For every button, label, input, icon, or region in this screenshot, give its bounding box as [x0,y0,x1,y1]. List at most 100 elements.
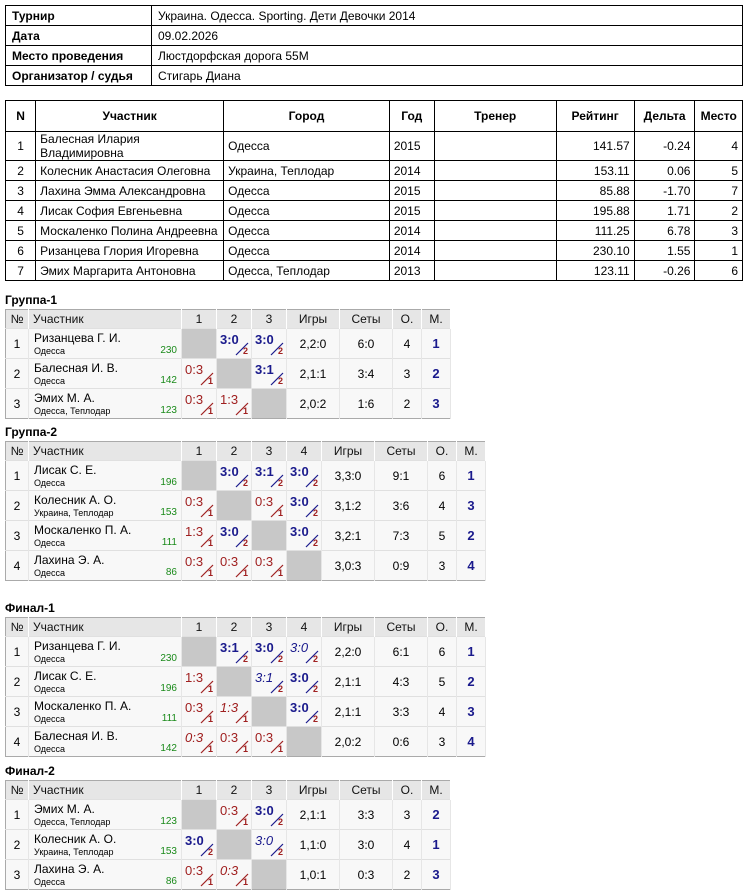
sets-value: 0:9 [374,550,428,581]
player-cell: Ризанцева Г. И. Одесса 230 [28,328,182,359]
table-cell: 6.78 [633,220,696,241]
row-number: 1 [5,460,29,491]
group-title: Группа-2 [5,425,58,439]
player-rating: 153 [160,507,177,518]
match-score-cell: 3:1 2 [251,666,287,697]
games-value: 2,1:1 [286,358,340,389]
row-number: 4 [5,550,29,581]
table-cell: 7 [4,260,37,281]
player-cell: Эмих М. А. Одесса, Теплодар 123 [28,799,182,830]
match-score: 3:1 [220,640,239,655]
table-cell: Москаленко Полина Андреевна [35,220,225,241]
match-score: 0:3 [185,392,204,407]
group-column-header: № [5,441,29,461]
table-cell: 4 [4,200,37,221]
player-city: Одесса [34,346,66,356]
table-cell: 0.06 [633,160,696,181]
player-cell: Москаленко П. А. Одесса 111 [28,520,182,551]
table-cell: Одесса, Теплодар [223,260,390,281]
points-value: 3 [427,550,457,581]
sets-value: 3:4 [339,358,393,389]
group-column-header: М. [456,617,486,637]
player-city: Одесса [34,684,66,694]
slash-mark [305,534,319,548]
player-city: Одесса, Теплодар [34,406,111,416]
points-value: 4 [392,328,422,359]
match-points: 1 [277,744,283,754]
games-value: 3,3:0 [321,460,375,491]
group-column-header: 4 [286,441,322,461]
match-score: 3:0 [185,833,204,848]
group-column-header: Сеты [339,780,393,800]
player-cell: Лахина Э. А. Одесса 86 [28,550,182,581]
match-score: 0:3 [220,730,239,745]
match-points: 2 [277,817,283,827]
slash-mark [270,680,284,694]
row-number: 3 [5,520,29,551]
player-cell: Балесная И. В. Одесса 142 [28,358,182,389]
slash-mark [235,650,249,664]
player-rating: 230 [160,345,177,356]
points-value: 3 [392,358,422,389]
points-value: 5 [427,666,457,697]
match-score: 1:3 [220,392,239,407]
points-value: 4 [427,696,457,727]
player-rating: 123 [160,816,177,827]
place-value: 3 [421,859,451,890]
player-cell: Москаленко П. А. Одесса 111 [28,696,182,727]
match-points: 2 [242,346,248,356]
match-score-cell: 0:3 1 [251,490,287,521]
table-cell: Одесса [223,240,390,261]
column-header: Тренер [433,100,557,132]
table-cell [433,260,557,281]
place-value: 1 [421,328,451,359]
match-score-cell: 0:3 1 [216,799,252,830]
place-value: 2 [456,666,486,697]
group-column-header: 1 [181,309,217,329]
match-points: 2 [207,847,213,857]
player-name: Эмих М. А. [34,391,95,405]
match-score-cell: 0:3 1 [216,859,252,890]
self-cell [216,829,252,860]
group-row: 1 Ризанцева Г. И. Одесса 230 3:0 2 3:0 2 2,2:0 6:… [5,328,451,359]
table-cell: 2013 [388,260,435,281]
match-score: 3:0 [255,803,274,818]
row-number: 3 [5,388,29,419]
column-header: Год [388,100,435,132]
slash-mark [235,710,249,724]
table-cell: 2014 [388,160,435,181]
self-cell [251,520,287,551]
player-city: Одесса, Теплодар [34,817,111,827]
table-cell: 6 [694,260,743,281]
match-score-cell: 3:0 2 [216,328,252,359]
points-value: 2 [392,388,422,419]
sets-value: 9:1 [374,460,428,491]
match-score-cell: 3:0 2 [286,636,322,667]
match-points: 2 [312,478,318,488]
games-value: 1,1:0 [286,829,340,860]
slash-mark [270,474,284,488]
match-points: 2 [312,684,318,694]
player-cell: Лисак С. Е. Одесса 196 [28,666,182,697]
table-cell: 1 [694,240,743,261]
player-name: Эмих М. А. [34,802,95,816]
self-cell [181,636,217,667]
table-row: 3 Лахина Эмма Александровна Одесса 2015 85.8… [4,180,743,201]
table-cell: Одесса [223,180,390,201]
match-score-cell: 0:3 1 [251,550,287,581]
table-cell: 153.11 [555,160,635,181]
group-table: № Участник 1 2 3 4 Игры Сеты О. М. 1 Лисак С. Е. Оде… [5,441,486,581]
slash-mark [270,650,284,664]
self-cell [251,696,287,727]
info-row: Дата 09.02.2026 [5,25,743,46]
match-points: 1 [242,714,248,724]
match-score: 0:3 [255,554,274,569]
sets-value: 3:3 [339,799,393,830]
player-name: Москаленко П. А. [34,523,132,537]
player-city: Одесса [34,654,66,664]
match-points: 2 [312,508,318,518]
slash-mark [305,710,319,724]
self-cell [251,859,287,890]
match-points: 2 [277,346,283,356]
slash-mark [270,813,284,827]
